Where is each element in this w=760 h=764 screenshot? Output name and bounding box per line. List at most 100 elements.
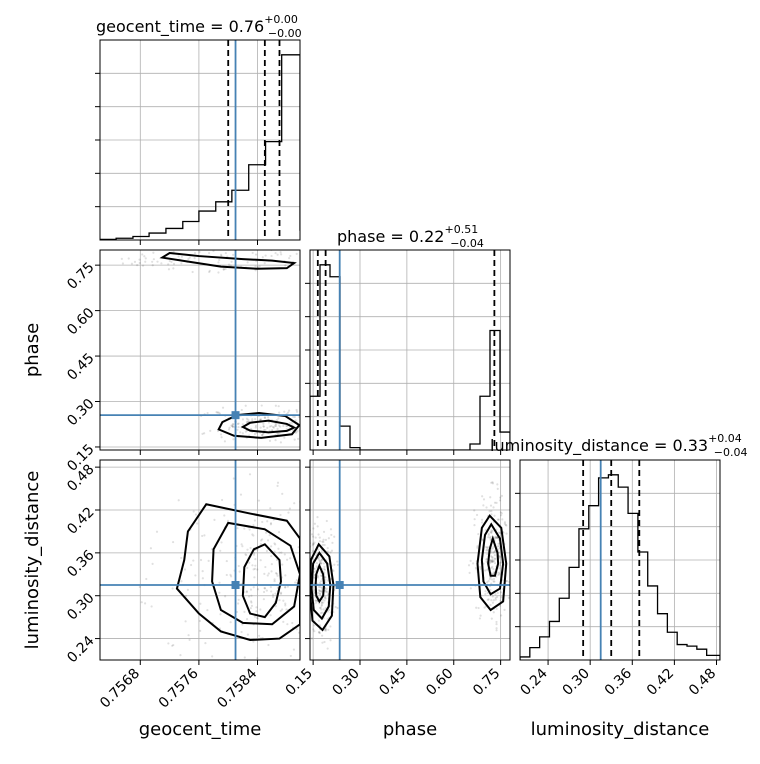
sample-point xyxy=(188,256,191,259)
tick-label-x: 0.15 xyxy=(283,666,316,699)
sample-point xyxy=(180,255,184,258)
sample-point xyxy=(491,560,494,563)
sample-point xyxy=(231,423,234,426)
sample-point xyxy=(489,538,492,541)
sample-point xyxy=(217,661,219,663)
sample-point xyxy=(319,580,323,583)
sample-point xyxy=(320,590,323,593)
tick-label-y: 0.24 xyxy=(64,633,97,666)
sample-point xyxy=(278,411,281,414)
sample-point xyxy=(247,418,250,421)
sample-point xyxy=(318,556,321,559)
sample-point xyxy=(329,551,332,554)
sample-point xyxy=(313,522,316,525)
sample-point xyxy=(271,593,275,596)
sample-point xyxy=(278,551,281,554)
sample-point xyxy=(287,511,290,514)
sample-point xyxy=(490,531,493,534)
sample-point xyxy=(318,590,322,593)
sample-point xyxy=(236,422,239,426)
sample-point xyxy=(322,601,325,604)
sample-point xyxy=(275,423,278,426)
tick-label-y: 0.75 xyxy=(64,259,97,292)
sample-point xyxy=(254,269,257,272)
sample-point xyxy=(262,598,265,601)
sample-point xyxy=(334,605,337,609)
sample-point xyxy=(149,547,153,550)
sample-point xyxy=(194,513,198,516)
sample-point xyxy=(274,592,277,595)
sample-point xyxy=(329,625,332,628)
sample-point xyxy=(325,587,328,590)
sample-point xyxy=(216,429,220,433)
sample-point xyxy=(263,262,266,265)
sample-point xyxy=(320,558,324,561)
sample-point xyxy=(490,617,493,620)
sample-point xyxy=(500,494,504,498)
sample-point xyxy=(286,623,289,626)
sample-point xyxy=(323,565,326,568)
sample-point xyxy=(284,585,287,589)
sample-point xyxy=(307,604,309,606)
sample-point xyxy=(127,257,130,260)
sample-point xyxy=(333,535,336,538)
sample-point xyxy=(237,598,240,601)
sample-point xyxy=(290,421,294,424)
sample-point xyxy=(230,260,233,263)
sample-point xyxy=(312,542,315,546)
sample-point xyxy=(240,630,243,634)
sample-point xyxy=(322,608,325,611)
tick-label-x: 0.30 xyxy=(560,666,593,699)
sample-point xyxy=(490,510,493,513)
sample-point xyxy=(491,559,494,562)
sample-point xyxy=(143,255,146,258)
tick-label-x: 0.45 xyxy=(376,666,409,699)
sample-point xyxy=(313,630,316,633)
sample-point xyxy=(302,583,304,585)
sample-point xyxy=(307,598,309,600)
sample-point xyxy=(261,433,264,437)
sample-point xyxy=(241,432,244,435)
sample-point xyxy=(251,533,254,536)
sample-point xyxy=(281,608,284,611)
sample-point xyxy=(251,564,254,567)
sample-point xyxy=(167,268,171,271)
contour-level xyxy=(159,252,297,270)
sample-point xyxy=(484,590,487,593)
sample-point xyxy=(231,425,235,428)
sample-point xyxy=(240,543,243,546)
sample-point xyxy=(505,532,508,535)
sample-point xyxy=(301,517,303,519)
sample-point xyxy=(257,499,261,502)
sample-point xyxy=(321,598,324,601)
sample-point xyxy=(492,580,495,583)
sample-point xyxy=(497,518,500,521)
sample-point xyxy=(313,541,316,544)
sample-point xyxy=(484,545,488,549)
sample-point xyxy=(490,481,493,484)
sample-point xyxy=(505,524,508,527)
sample-point xyxy=(256,265,259,268)
sample-point xyxy=(484,569,487,572)
sample-point xyxy=(206,609,209,612)
sample-point xyxy=(167,642,170,645)
sample-point xyxy=(254,564,257,567)
contour-level xyxy=(310,551,332,621)
sample-point xyxy=(227,428,231,431)
sample-point xyxy=(269,586,272,589)
tick-label-y: 0.30 xyxy=(64,396,97,429)
sample-point xyxy=(208,251,211,255)
sample-point xyxy=(327,537,330,540)
sample-point xyxy=(494,536,497,539)
sample-point xyxy=(320,611,324,614)
sample-point xyxy=(317,428,319,430)
sample-point xyxy=(256,617,260,620)
sample-point xyxy=(263,572,266,575)
contour-level xyxy=(217,412,300,439)
sample-point xyxy=(323,571,326,574)
sample-point xyxy=(133,260,137,264)
sample-point xyxy=(489,603,492,607)
sample-point xyxy=(274,604,277,608)
contour-level xyxy=(241,543,282,619)
sample-point xyxy=(320,601,323,605)
